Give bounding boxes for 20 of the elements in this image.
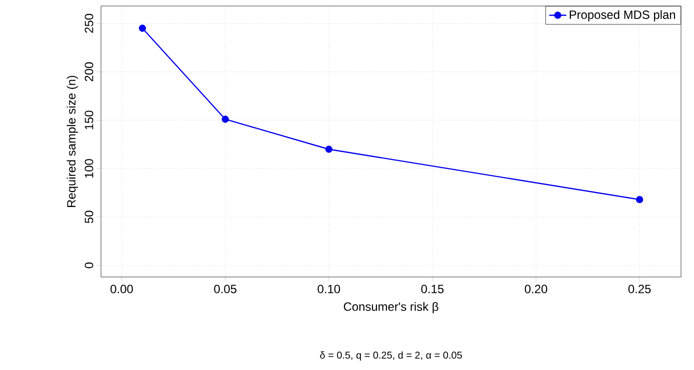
x-axis-title: Consumer's risk β <box>344 302 438 314</box>
point <box>222 116 229 123</box>
y-axis-title: Required sample size (n) <box>66 76 78 207</box>
point <box>636 196 644 204</box>
x-tick-label: 0.15 <box>421 284 444 294</box>
y-tick-label: 150 <box>84 110 94 130</box>
x-tick-label: 0.00 <box>110 284 133 294</box>
y-tick-label: 200 <box>84 62 94 82</box>
y-tick-label: 250 <box>84 14 94 33</box>
x-tick-label: 0.20 <box>524 284 548 294</box>
x-tick-label: 0.05 <box>214 284 236 294</box>
y-tick-label: 0 <box>84 262 94 268</box>
legend-label: Proposed MDS plan <box>570 10 676 22</box>
point <box>325 146 332 153</box>
point <box>138 24 146 32</box>
y-tick-label: 50 <box>84 210 94 224</box>
y-tick-label: 100 <box>84 159 94 178</box>
text: δ = 0.5, q = 0.25, d = 2, α = 0.05 <box>320 351 462 361</box>
x-tick-label: 0.25 <box>628 284 651 294</box>
x-tick-label: 0.10 <box>318 284 340 294</box>
